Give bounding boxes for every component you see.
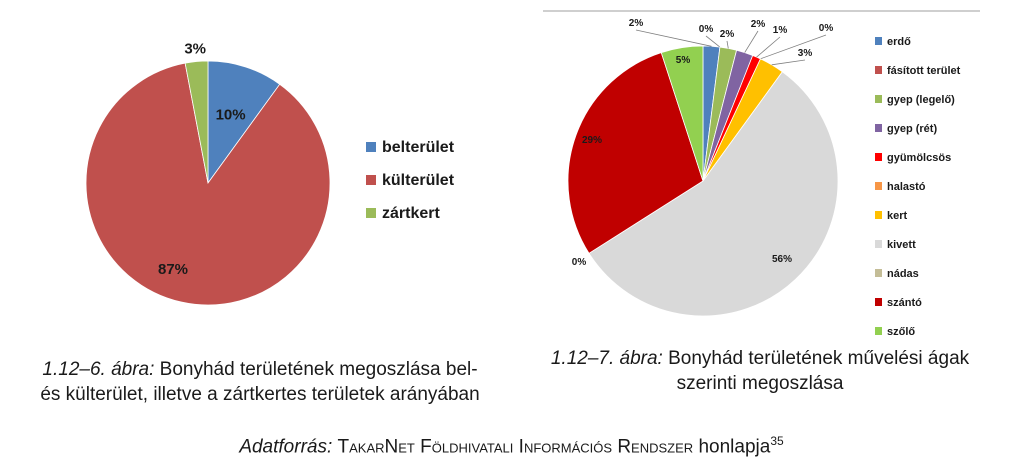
- data-label-fasitott-terulet: 0%: [699, 24, 714, 35]
- legend-swatch-gyep-legelo: [875, 95, 882, 103]
- pie-slice-kulterulet: [85, 62, 331, 306]
- legend-swatch-halasto: [875, 182, 882, 190]
- legend-label-erdo: erdő: [887, 36, 911, 48]
- leader-line-erdo: [635, 29, 712, 47]
- legend-swatch-szanto: [875, 298, 882, 306]
- legend-label-belterulet: belterület: [382, 139, 455, 156]
- leader-line-kert: [771, 59, 806, 66]
- caption-figure-1: 1.12–6. ábra: Bonyhád területének megosz…: [0, 357, 520, 407]
- source-footnote: 35: [770, 434, 784, 448]
- leader-line-fasitott-terulet: [705, 35, 721, 48]
- legend-swatch-kert: [875, 211, 882, 219]
- legend-swatch-nadas: [875, 269, 882, 277]
- caption-2-line1: Bonyhád területének művelési ágak: [668, 348, 970, 369]
- data-label-nadas: 0%: [572, 257, 587, 268]
- data-label-gyep-legelo: 2%: [720, 29, 735, 40]
- legend-label-szanto: szántó: [887, 297, 922, 309]
- data-label-zartkert: 3%: [184, 41, 206, 58]
- legend-label-gyep-ret: gyep (rét): [887, 123, 937, 135]
- data-label-kulterulet: 87%: [158, 261, 188, 278]
- legend-label-kulterulet: külterület: [382, 172, 455, 189]
- caption-1-line1: Bonyhád területének megoszlása bel-: [159, 359, 478, 380]
- data-label-kivett: 56%: [772, 254, 792, 265]
- data-label-szolo: 5%: [676, 55, 691, 66]
- legend-label-gyep-legelo: gyep (legelő): [887, 94, 955, 106]
- caption-2-line2: szerinti megoszlása: [676, 373, 844, 394]
- legend-2: erdő fásított terület gyep (legelő) gyep (r…: [875, 36, 961, 338]
- legend-swatch-erdo: [875, 37, 882, 45]
- legend-swatch-gyep-ret: [875, 124, 882, 132]
- legend-swatch-szolo: [875, 327, 882, 335]
- legend-label-nadas: nádas: [887, 268, 919, 280]
- legend-swatch-fasitott-terulet: [875, 66, 882, 74]
- data-label-belterulet: 10%: [216, 106, 246, 123]
- source-suffix: honlapja: [698, 436, 771, 458]
- caption-2-prefix: 1.12–7. ábra:: [550, 348, 663, 369]
- data-label-gyumolcsos: 1%: [773, 25, 788, 36]
- legend-swatch-kulterulet: [366, 175, 376, 185]
- pie-chart-2: 2% 0% 2% 2% 1% 0% 3% 56% 0% 29% 5%: [567, 18, 839, 317]
- legend-label-kert: kert: [887, 210, 908, 222]
- pie-slice-kivett: [588, 71, 839, 317]
- pie-slice-belterulet: [207, 60, 281, 185]
- caption-1-line2: és külterület, illetve a zártkertes terü…: [40, 384, 480, 405]
- pie-chart-1: 10% 87% 3%: [85, 41, 331, 306]
- legend-label-fasitott-terulet: fásított terület: [887, 65, 961, 77]
- legend-swatch-zartkert: [366, 208, 376, 218]
- legend-swatch-kivett: [875, 240, 882, 248]
- data-label-kert: 3%: [798, 48, 813, 59]
- leader-line-gyumolcsos: [756, 36, 781, 58]
- legend-swatch-belterulet: [366, 142, 376, 152]
- source-prefix: Adatforrás:: [239, 436, 333, 458]
- leader-line-halasto: [760, 34, 827, 60]
- caption-figure-2: 1.12–7. ábra: Bonyhád területének művelé…: [505, 346, 1015, 396]
- legend-label-kivett: kivett: [887, 239, 916, 251]
- source-name: TakarNet Földhivatali Információs Rendsz…: [337, 436, 694, 458]
- pie-slice-szolo: [660, 45, 704, 182]
- legend-label-gyumolcsos: gyümölcsös: [887, 152, 951, 164]
- legend-label-halasto: halastó: [887, 181, 926, 193]
- leader-line-gyep-legelo: [726, 40, 729, 49]
- data-label-erdo: 2%: [629, 18, 644, 29]
- data-source: Adatforrás: TakarNet Földhivatali Inform…: [0, 434, 1023, 458]
- leader-line-gyep-ret: [744, 30, 759, 53]
- legend-label-szolo: szőlő: [887, 326, 915, 338]
- data-label-halasto: 0%: [819, 23, 834, 34]
- legend-label-zartkert: zártkert: [382, 205, 440, 222]
- legend-swatch-gyumolcsos: [875, 153, 882, 161]
- caption-1-prefix: 1.12–6. ábra:: [42, 359, 155, 380]
- data-label-szanto: 29%: [582, 135, 602, 146]
- data-label-gyep-ret: 2%: [751, 19, 766, 30]
- legend-1: belterület külterület zártkert: [366, 139, 455, 222]
- pie-slice-szanto: [567, 52, 704, 254]
- pie-slice-zartkert: [184, 60, 209, 184]
